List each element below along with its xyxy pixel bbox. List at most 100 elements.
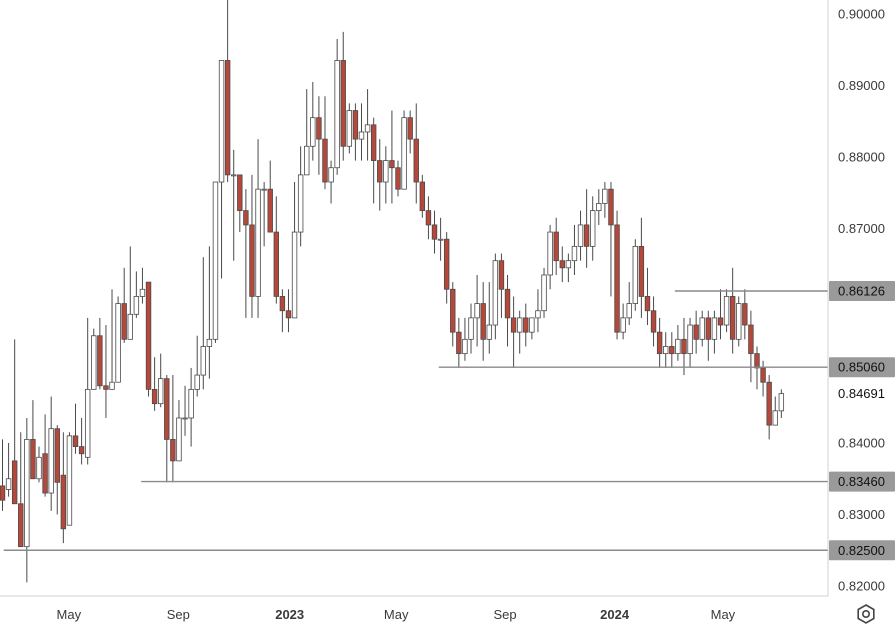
candle	[480, 282, 486, 361]
last-price-badge	[829, 383, 895, 404]
candle	[389, 110, 395, 204]
candle-body-up	[711, 317, 718, 340]
candle	[243, 189, 249, 318]
candle-body-down	[54, 428, 60, 483]
candle	[559, 246, 565, 283]
time-tick-label: Sep	[167, 607, 190, 622]
candle-body-up	[5, 478, 12, 490]
candle-body-up	[328, 167, 334, 183]
candle	[127, 246, 133, 340]
candle-body-down	[498, 260, 505, 290]
candle-body-down	[237, 174, 243, 212]
candle	[218, 60, 225, 279]
candle	[164, 375, 170, 483]
candle-body-up	[492, 260, 499, 326]
candle	[304, 89, 310, 176]
candle-body-down	[669, 346, 675, 355]
level-badge	[829, 357, 895, 378]
candle	[182, 385, 188, 436]
candle	[717, 289, 724, 340]
candle	[206, 246, 213, 379]
candle-body-down	[267, 188, 273, 233]
candle	[285, 289, 292, 333]
candle	[340, 31, 346, 161]
candle-body-down	[352, 110, 359, 140]
time-axis[interactable]: May Sep 2023 May Sep 2024 May	[57, 607, 736, 622]
time-tick-label: Sep	[494, 607, 517, 622]
candle	[11, 339, 18, 505]
candle	[705, 310, 712, 361]
candle-body-down	[553, 231, 559, 262]
candle	[736, 296, 742, 347]
candle-body-down	[748, 324, 754, 355]
candles-layer	[0, 0, 785, 583]
candle	[352, 103, 359, 161]
candle-body-down	[559, 260, 565, 269]
candle-body-up	[36, 456, 42, 480]
candle-body-up	[133, 296, 140, 315]
candle-body-down	[322, 138, 328, 183]
candle	[541, 267, 547, 318]
candle-body-up	[626, 303, 632, 319]
price-axis[interactable]: 0.90000 0.89000 0.88000 0.87000 0.84000 0.830…	[829, 7, 895, 594]
candle	[224, 0, 231, 183]
candle	[656, 317, 663, 368]
candle	[571, 224, 578, 275]
candle	[596, 189, 602, 225]
candle-body-down	[97, 335, 103, 387]
candle-body-up	[115, 303, 121, 383]
candle	[437, 217, 444, 261]
candle	[200, 257, 206, 390]
price-tick-label: 0.84000	[838, 436, 885, 451]
price-tick-label: 0.90000	[838, 7, 885, 22]
level-price-label: 0.86126	[838, 283, 885, 298]
candle-body-up	[304, 145, 310, 176]
candle	[419, 174, 426, 218]
candle	[97, 317, 103, 390]
candle	[675, 325, 681, 361]
candle-body-up	[736, 303, 742, 340]
candle	[547, 224, 553, 290]
candle	[115, 296, 121, 383]
level-badge	[829, 540, 895, 561]
candle	[328, 160, 334, 204]
candle	[608, 182, 614, 297]
candle-body-down	[480, 303, 486, 340]
candle	[267, 160, 273, 233]
candle-body-down	[224, 60, 231, 176]
candle-body-down	[243, 210, 249, 226]
candle	[139, 267, 146, 304]
candle-body-down	[11, 460, 18, 505]
candle-body-up	[109, 381, 115, 390]
candle-body-up	[590, 210, 596, 247]
candle-body-up	[139, 288, 146, 297]
candle-body-up	[261, 188, 267, 191]
candle-body-down	[407, 117, 413, 140]
candle-body-up	[723, 296, 730, 326]
candle	[699, 310, 705, 347]
candle	[462, 317, 468, 361]
candle	[48, 396, 54, 511]
candle	[255, 139, 261, 318]
candle	[681, 317, 687, 376]
candle	[370, 117, 377, 204]
candle-body-down	[766, 381, 772, 426]
level-badge	[829, 471, 895, 492]
candle	[772, 396, 778, 426]
candle-body-down	[523, 317, 529, 333]
candle	[687, 317, 693, 368]
candle-body-down	[644, 296, 651, 312]
candle-body-up	[346, 110, 353, 147]
settings-icon[interactable]	[857, 604, 875, 624]
candle	[364, 89, 371, 161]
candle-body-down	[103, 385, 109, 390]
candle	[54, 425, 60, 515]
candle-body-down	[42, 453, 48, 494]
candle-body-down	[608, 188, 614, 226]
time-tick-label: May	[384, 607, 409, 622]
candle-body-up	[602, 188, 608, 204]
candle	[291, 182, 298, 319]
candle	[742, 289, 748, 340]
candle	[42, 414, 48, 497]
